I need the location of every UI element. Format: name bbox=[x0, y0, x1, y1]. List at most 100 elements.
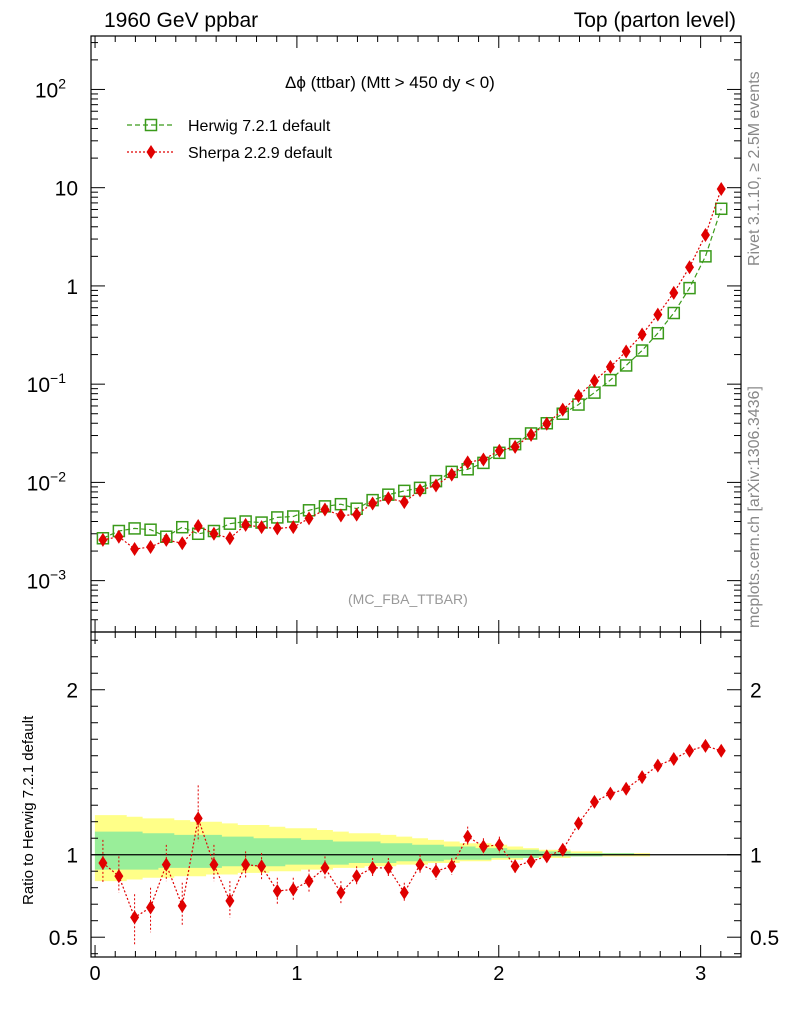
mcplots-side-label: mcplots.cern.ch [arXiv:1306.3436] bbox=[746, 386, 763, 628]
rivet-side-label: Rivet 3.1.10, ≥ 2.5M events bbox=[746, 71, 763, 266]
ratio-y-tick-label-left: 2 bbox=[66, 680, 78, 703]
ratio-sherpa-marker bbox=[415, 857, 425, 872]
sherpa-marker bbox=[114, 529, 124, 544]
herwig-marker bbox=[699, 250, 712, 263]
sherpa-marker bbox=[383, 491, 393, 506]
y-tick-label: 10−2 bbox=[27, 468, 67, 495]
main-plot-title: Δϕ (ttbar) (Mtt > 450 dy < 0) bbox=[285, 73, 495, 92]
header-left: 1960 GeV ppbar bbox=[104, 9, 259, 32]
sherpa-marker bbox=[700, 227, 710, 242]
ratio-sherpa-marker bbox=[558, 842, 568, 857]
sherpa-marker bbox=[288, 520, 298, 535]
sherpa-marker bbox=[272, 521, 282, 536]
sherpa-marker bbox=[399, 495, 409, 510]
ratio-sherpa-marker bbox=[669, 752, 679, 767]
ratio-sherpa-marker bbox=[98, 855, 108, 870]
x-tick-label: 3 bbox=[695, 963, 706, 985]
sherpa-marker bbox=[669, 285, 679, 300]
sherpa-marker bbox=[225, 531, 235, 546]
ratio-sherpa-marker bbox=[177, 898, 187, 913]
ratio-sherpa-marker bbox=[716, 743, 726, 758]
sherpa-marker bbox=[526, 427, 536, 442]
herwig-marker bbox=[588, 386, 601, 399]
ratio-sherpa-marker bbox=[352, 869, 362, 884]
y-tick-label: 10−3 bbox=[27, 567, 67, 594]
ratio-sherpa-marker bbox=[114, 869, 124, 884]
sherpa-marker bbox=[415, 483, 425, 498]
main-plot: 10−3 10−2 10−1 1 10 102 Herwig 7.2.1 default Sh… bbox=[27, 35, 742, 633]
sherpa-marker bbox=[621, 344, 631, 359]
herwig-marker bbox=[223, 517, 237, 530]
sherpa-marker bbox=[98, 532, 108, 547]
sherpa-marker bbox=[209, 526, 219, 541]
sherpa-marker bbox=[716, 181, 726, 196]
ratio-sherpa-line bbox=[102, 745, 722, 919]
watermark: (MC_FBA_TTBAR) bbox=[348, 591, 468, 607]
y-tick-label: 10 bbox=[55, 178, 78, 201]
sherpa-marker bbox=[161, 532, 171, 547]
ratio-y-tick-label-right: 1 bbox=[750, 845, 762, 868]
sherpa-marker bbox=[685, 260, 695, 275]
ratio-sherpa-marker bbox=[463, 829, 473, 844]
herwig-marker bbox=[144, 523, 157, 536]
y-tick-label: 1 bbox=[66, 276, 78, 299]
sherpa-marker bbox=[431, 478, 441, 493]
sherpa-marker bbox=[336, 508, 346, 523]
sherpa-marker bbox=[542, 416, 552, 431]
sherpa-marker bbox=[653, 307, 663, 322]
ratio-sherpa-marker bbox=[542, 849, 552, 864]
ratio-y-axis-label: Ratio to Herwig 7.2.1 default bbox=[20, 715, 37, 905]
ratio-sherpa-marker bbox=[146, 900, 156, 915]
ratio-sherpa-marker bbox=[272, 884, 282, 899]
ratio-sherpa-marker bbox=[574, 816, 583, 831]
ratio-sherpa-marker bbox=[399, 885, 409, 900]
sherpa-marker bbox=[130, 541, 140, 556]
sherpa-marker bbox=[177, 536, 187, 551]
herwig-marker bbox=[398, 484, 411, 498]
inner-uncertainty-band bbox=[94, 831, 730, 870]
ratio-sherpa-marker bbox=[209, 857, 219, 872]
ratio-y-tick-label-left: 1 bbox=[66, 845, 78, 868]
sherpa-line bbox=[102, 188, 722, 550]
herwig-marker bbox=[651, 326, 665, 340]
ratio-sherpa-marker bbox=[336, 885, 346, 900]
sherpa-marker bbox=[558, 402, 568, 417]
ratio-sherpa-marker bbox=[383, 860, 393, 875]
herwig-line bbox=[102, 208, 722, 539]
legend-marker-herwig bbox=[144, 118, 158, 132]
sherpa-marker bbox=[146, 539, 156, 554]
ratio-sherpa-marker bbox=[637, 770, 647, 785]
ratio-sherpa-marker bbox=[241, 857, 251, 872]
ratio-plot-frame bbox=[90, 631, 742, 958]
sherpa-marker bbox=[510, 439, 520, 454]
ratio-sherpa-marker bbox=[605, 786, 615, 801]
sherpa-marker bbox=[352, 507, 362, 522]
sherpa-marker bbox=[257, 520, 267, 535]
ratio-sherpa-marker bbox=[130, 910, 140, 925]
ratio-sherpa-marker bbox=[225, 893, 235, 908]
herwig-marker bbox=[175, 520, 189, 534]
sherpa-marker bbox=[478, 452, 488, 467]
header-right: Top (parton level) bbox=[573, 9, 736, 32]
sherpa-marker bbox=[368, 496, 378, 511]
x-tick-label: 2 bbox=[493, 963, 504, 985]
sherpa-marker bbox=[320, 502, 330, 517]
ratio-sherpa-marker bbox=[447, 859, 457, 874]
herwig-marker bbox=[619, 359, 633, 372]
sherpa-marker bbox=[574, 388, 583, 403]
sherpa-marker bbox=[447, 467, 457, 482]
legend-marker-sherpa bbox=[146, 145, 156, 159]
ratio-sherpa-marker bbox=[431, 864, 441, 879]
y-tick-label: 10−1 bbox=[27, 370, 67, 397]
sherpa-marker bbox=[304, 511, 314, 526]
sherpa-marker bbox=[494, 443, 504, 458]
ratio-sherpa-marker bbox=[478, 839, 488, 854]
ratio-sherpa-marker bbox=[320, 860, 330, 875]
ratio-sherpa-marker bbox=[193, 811, 203, 826]
herwig-marker bbox=[667, 306, 681, 320]
sherpa-marker bbox=[241, 517, 251, 532]
legend-label: Sherpa 2.2.9 default bbox=[188, 145, 333, 162]
herwig-marker bbox=[128, 522, 141, 535]
x-tick-label: 0 bbox=[89, 963, 100, 985]
